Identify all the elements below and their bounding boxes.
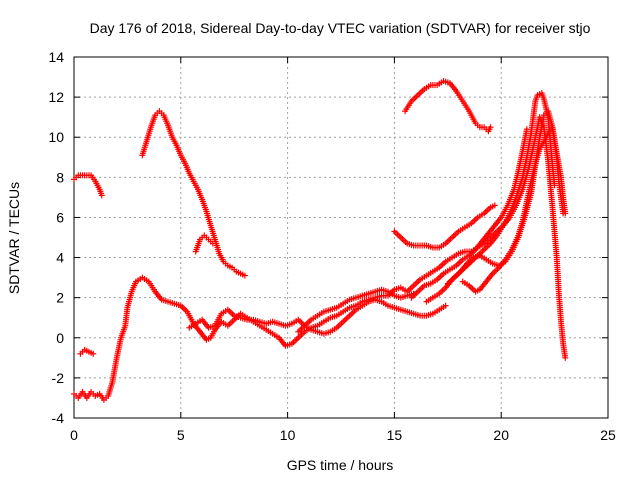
y-tick-label: 4: [56, 250, 64, 266]
x-axis-label: GPS time / hours: [287, 457, 394, 473]
grid-lines: [74, 57, 608, 418]
data-point: [209, 240, 216, 247]
y-tick-label: 12: [48, 89, 64, 105]
x-tick-label: 0: [70, 427, 78, 443]
x-tick-label: 20: [493, 427, 509, 443]
x-tick-label: 15: [387, 427, 403, 443]
data-point: [562, 354, 569, 361]
chart-title: Day 176 of 2018, Sidereal Day-to-day VTE…: [90, 20, 591, 36]
data-point: [487, 124, 494, 131]
y-tick-label: 2: [56, 290, 64, 306]
data-point: [491, 202, 498, 209]
data-point: [442, 302, 449, 309]
y-tick-label: -2: [52, 370, 65, 386]
y-tick-label: 0: [56, 330, 64, 346]
x-tick-label: 10: [280, 427, 296, 443]
y-tick-label: -4: [52, 410, 65, 426]
data-point: [560, 210, 567, 217]
ticks: 0 5 10 15 20 25 -4 -2 0 2 4 6 8 10 12 14: [48, 49, 616, 443]
y-tick-label: 8: [56, 169, 64, 185]
data-point: [90, 350, 97, 357]
x-tick-label: 5: [177, 427, 185, 443]
data-point: [241, 272, 248, 279]
axes: [73, 56, 609, 419]
y-tick-label: 6: [56, 209, 64, 225]
y-tick-label: 10: [48, 129, 64, 145]
plot-frame: [73, 56, 609, 419]
data-points: [71, 78, 569, 403]
y-tick-label: 14: [48, 49, 64, 65]
data-point: [98, 192, 105, 199]
y-axis-label: SDTVAR / TECUs: [6, 182, 22, 294]
x-tick-label: 25: [600, 427, 616, 443]
